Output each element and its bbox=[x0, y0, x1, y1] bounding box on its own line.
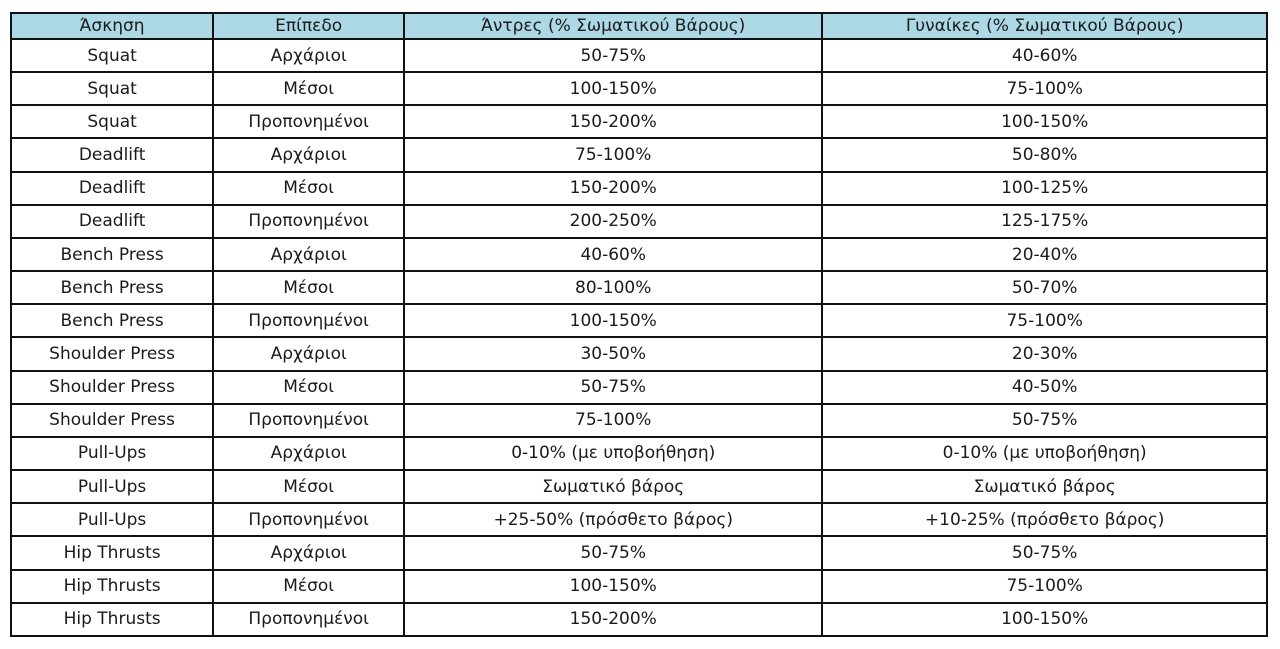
table-cell: Μέσοι bbox=[212, 170, 406, 206]
table-body: Squat Αρχάριοι 50-75% 40-60% Squat Μέσοι 100-1… bbox=[9, 37, 1268, 638]
table-row: Shoulder Press Μέσοι 50-75% 40-50% bbox=[9, 369, 1268, 405]
table-cell: 80-100% bbox=[403, 270, 824, 306]
table-cell: 100-125% bbox=[821, 170, 1268, 206]
table-cell: Αρχάριοι bbox=[212, 435, 406, 472]
table-row: Shoulder Press Αρχάριοι 30-50% 20-30% bbox=[9, 336, 1268, 372]
table-cell: Squat bbox=[9, 71, 215, 107]
table-cell: Προπονημένοι bbox=[212, 104, 406, 140]
table-cell: Μέσοι bbox=[212, 369, 406, 405]
column-header-men-percent: Άντρες (% Σωματικού Βάρους) bbox=[403, 12, 824, 40]
table-row: Squat Προπονημένοι 150-200% 100-150% bbox=[9, 104, 1268, 140]
table-cell: 200-250% bbox=[403, 203, 824, 239]
table-cell: 20-40% bbox=[821, 236, 1268, 273]
table-cell: Pull-Ups bbox=[9, 435, 215, 472]
strength-standards-table: Άσκηση Επίπεδο Άντρες (% Σωματικού Βάρου… bbox=[9, 12, 1268, 638]
table-cell: Μέσοι bbox=[212, 270, 406, 306]
table-cell: 40-50% bbox=[821, 369, 1268, 405]
table-cell: 125-175% bbox=[821, 203, 1268, 239]
table-row: Hip Thrusts Προπονημένοι 150-200% 100-150% bbox=[9, 601, 1268, 638]
column-header-exercise: Άσκηση bbox=[9, 12, 215, 40]
table-cell: Προπονημένοι bbox=[212, 402, 406, 438]
table-cell: Αρχάριοι bbox=[212, 336, 406, 372]
table-cell: Hip Thrusts bbox=[9, 568, 215, 604]
table-cell: 100-150% bbox=[403, 303, 824, 339]
table-cell: Deadlift bbox=[9, 203, 215, 239]
table-cell: 150-200% bbox=[403, 601, 824, 638]
table-cell: Shoulder Press bbox=[9, 369, 215, 405]
table-cell: 40-60% bbox=[821, 37, 1268, 74]
column-header-level: Επίπεδο bbox=[212, 12, 406, 40]
table-cell: 50-75% bbox=[403, 535, 824, 571]
table-row: Bench Press Αρχάριοι 40-60% 20-40% bbox=[9, 236, 1268, 273]
table-cell: 150-200% bbox=[403, 104, 824, 140]
table-cell: Bench Press bbox=[9, 236, 215, 273]
strength-standards-table-container: Άσκηση Επίπεδο Άντρες (% Σωματικού Βάρου… bbox=[9, 12, 1268, 638]
table-row: Shoulder Press Προπονημένοι 75-100% 50-75% bbox=[9, 402, 1268, 438]
table-cell: Μέσοι bbox=[212, 71, 406, 107]
table-cell: Αρχάριοι bbox=[212, 137, 406, 173]
table-cell: 100-150% bbox=[403, 71, 824, 107]
column-header-women-percent: Γυναίκες (% Σωματικού Βάρους) bbox=[821, 12, 1268, 40]
table-row: Bench Press Μέσοι 80-100% 50-70% bbox=[9, 270, 1268, 306]
table-cell: Bench Press bbox=[9, 270, 215, 306]
table-cell: 20-30% bbox=[821, 336, 1268, 372]
table-cell: +10-25% (πρόσθετο βάρος) bbox=[821, 502, 1268, 538]
table-cell: 50-75% bbox=[403, 369, 824, 405]
table-cell: 100-150% bbox=[403, 568, 824, 604]
table-cell: 50-75% bbox=[821, 535, 1268, 571]
table-row: Pull-Ups Μέσοι Σωματικό βάρος Σωματικό βάρο… bbox=[9, 469, 1268, 505]
table-row: Pull-Ups Προπονημένοι +25-50% (πρόσθετο βά… bbox=[9, 502, 1268, 538]
table-cell: Προπονημένοι bbox=[212, 203, 406, 239]
table-cell: Hip Thrusts bbox=[9, 601, 215, 638]
table-cell: Pull-Ups bbox=[9, 469, 215, 505]
table-row: Deadlift Προπονημένοι 200-250% 125-175% bbox=[9, 203, 1268, 239]
table-cell: Deadlift bbox=[9, 137, 215, 173]
table-cell: Προπονημένοι bbox=[212, 502, 406, 538]
table-cell: 30-50% bbox=[403, 336, 824, 372]
table-cell: 50-75% bbox=[403, 37, 824, 74]
table-cell: Deadlift bbox=[9, 170, 215, 206]
table-cell: +25-50% (πρόσθετο βάρος) bbox=[403, 502, 824, 538]
table-cell: Προπονημένοι bbox=[212, 303, 406, 339]
table-cell: 100-150% bbox=[821, 104, 1268, 140]
table-cell: 75-100% bbox=[403, 137, 824, 173]
table-cell: Pull-Ups bbox=[9, 502, 215, 538]
table-cell: Μέσοι bbox=[212, 469, 406, 505]
table-cell: 0-10% (με υποβοήθηση) bbox=[403, 435, 824, 472]
table-cell: Squat bbox=[9, 37, 215, 74]
table-cell: Bench Press bbox=[9, 303, 215, 339]
table-row: Deadlift Μέσοι 150-200% 100-125% bbox=[9, 170, 1268, 206]
table-cell: 75-100% bbox=[821, 568, 1268, 604]
table-cell: Μέσοι bbox=[212, 568, 406, 604]
table-row: Bench Press Προπονημένοι 100-150% 75-100% bbox=[9, 303, 1268, 339]
table-header-row: Άσκηση Επίπεδο Άντρες (% Σωματικού Βάρου… bbox=[9, 12, 1268, 40]
table-cell: 50-70% bbox=[821, 270, 1268, 306]
table-cell: 75-100% bbox=[821, 71, 1268, 107]
table-cell: Hip Thrusts bbox=[9, 535, 215, 571]
table-cell: Squat bbox=[9, 104, 215, 140]
table-cell: Shoulder Press bbox=[9, 336, 215, 372]
table-cell: Σωματικό βάρος bbox=[403, 469, 824, 505]
table-cell: 0-10% (με υποβοήθηση) bbox=[821, 435, 1268, 472]
table-cell: Προπονημένοι bbox=[212, 601, 406, 638]
table-cell: 40-60% bbox=[403, 236, 824, 273]
table-row: Hip Thrusts Αρχάριοι 50-75% 50-75% bbox=[9, 535, 1268, 571]
table-cell: Shoulder Press bbox=[9, 402, 215, 438]
table-header: Άσκηση Επίπεδο Άντρες (% Σωματικού Βάρου… bbox=[9, 12, 1268, 40]
table-cell: 50-80% bbox=[821, 137, 1268, 173]
table-row: Hip Thrusts Μέσοι 100-150% 75-100% bbox=[9, 568, 1268, 604]
table-cell: 100-150% bbox=[821, 601, 1268, 638]
table-row: Deadlift Αρχάριοι 75-100% 50-80% bbox=[9, 137, 1268, 173]
table-cell: Αρχάριοι bbox=[212, 236, 406, 273]
table-cell: Αρχάριοι bbox=[212, 535, 406, 571]
table-cell: 75-100% bbox=[403, 402, 824, 438]
table-row: Pull-Ups Αρχάριοι 0-10% (με υποβοήθηση) 0-1… bbox=[9, 435, 1268, 472]
table-cell: Σωματικό βάρος bbox=[821, 469, 1268, 505]
table-cell: 75-100% bbox=[821, 303, 1268, 339]
table-cell: 50-75% bbox=[821, 402, 1268, 438]
table-cell: 150-200% bbox=[403, 170, 824, 206]
table-row: Squat Μέσοι 100-150% 75-100% bbox=[9, 71, 1268, 107]
table-row: Squat Αρχάριοι 50-75% 40-60% bbox=[9, 37, 1268, 74]
table-cell: Αρχάριοι bbox=[212, 37, 406, 74]
